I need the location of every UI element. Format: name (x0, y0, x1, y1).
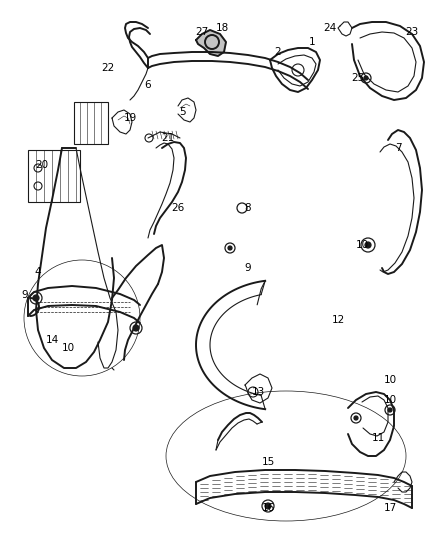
Text: 5: 5 (179, 107, 185, 117)
Text: 1: 1 (309, 37, 315, 47)
Text: 22: 22 (101, 63, 115, 73)
Text: 6: 6 (145, 80, 151, 90)
Circle shape (365, 242, 371, 248)
Text: 27: 27 (195, 27, 208, 37)
Text: 24: 24 (323, 23, 337, 33)
Text: 10: 10 (356, 240, 368, 250)
Text: 20: 20 (35, 160, 49, 170)
Text: 2: 2 (275, 47, 281, 57)
Text: 9: 9 (22, 290, 28, 300)
Text: 12: 12 (332, 315, 345, 325)
Circle shape (388, 408, 392, 412)
Polygon shape (196, 30, 226, 56)
Text: 23: 23 (406, 27, 419, 37)
Circle shape (364, 76, 368, 80)
Text: 17: 17 (383, 503, 397, 513)
Text: 10: 10 (383, 375, 396, 385)
Text: 8: 8 (245, 203, 251, 213)
Circle shape (133, 325, 139, 331)
Text: 11: 11 (371, 433, 385, 443)
Text: 21: 21 (161, 133, 175, 143)
Text: 26: 26 (171, 203, 185, 213)
Text: 15: 15 (261, 457, 275, 467)
Bar (74, 102, 108, 144)
Circle shape (228, 246, 232, 250)
Text: 18: 18 (215, 23, 229, 33)
Text: 7: 7 (395, 143, 401, 153)
Circle shape (33, 295, 39, 301)
Text: 10: 10 (383, 395, 396, 405)
Circle shape (265, 503, 271, 509)
Text: 9: 9 (245, 263, 251, 273)
Text: 19: 19 (124, 113, 137, 123)
Text: 10: 10 (61, 343, 74, 353)
Bar (28, 150, 80, 202)
Text: 13: 13 (251, 387, 265, 397)
Text: 14: 14 (46, 335, 59, 345)
Text: 4: 4 (35, 267, 41, 277)
Text: 16: 16 (261, 503, 275, 513)
Circle shape (354, 416, 358, 420)
Text: 25: 25 (351, 73, 364, 83)
